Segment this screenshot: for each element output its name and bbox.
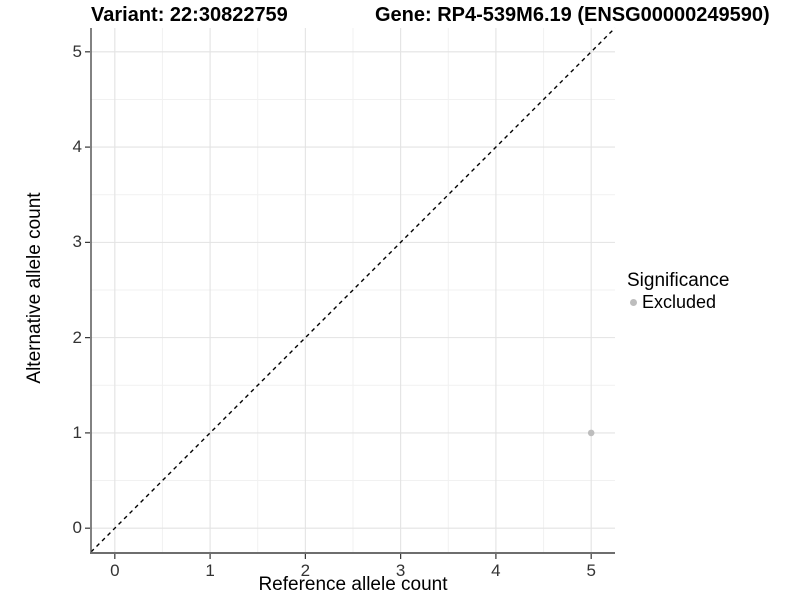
legend-item-excluded: Excluded (627, 292, 729, 312)
data-point-excluded (587, 429, 595, 437)
legend: Significance Excluded (627, 270, 729, 312)
plot-title-gene: Gene: RP4-539M6.19 (ENSG00000249590) (375, 4, 770, 26)
plot-title-variant: Variant: 22:30822759 (91, 4, 288, 26)
legend-item-label: Excluded (642, 292, 717, 312)
y-tick-label-2: 2 (72, 327, 82, 347)
x-tick-label-2: 2 (300, 561, 311, 580)
identity-dashed-line (90, 27, 616, 553)
legend-point-icon (630, 298, 637, 306)
legend-title: Significance (627, 270, 730, 291)
x-tick-label-5: 5 (586, 561, 596, 580)
y-tick-label-5: 5 (72, 41, 82, 61)
y-tick-label-4: 4 (72, 137, 82, 157)
x-tick-label-0: 0 (110, 561, 120, 580)
x-axis-title: Reference allele count (258, 574, 448, 595)
x-tick-label-3: 3 (395, 561, 406, 580)
y-axis-title: Alternative allele count (24, 192, 45, 384)
y-tick-label-0: 0 (72, 518, 82, 538)
x-tick-label-4: 4 (491, 561, 501, 580)
y-tick-label-3: 3 (72, 232, 82, 252)
y-tick-label-1: 1 (72, 422, 82, 442)
x-tick-label-1: 1 (205, 561, 215, 580)
